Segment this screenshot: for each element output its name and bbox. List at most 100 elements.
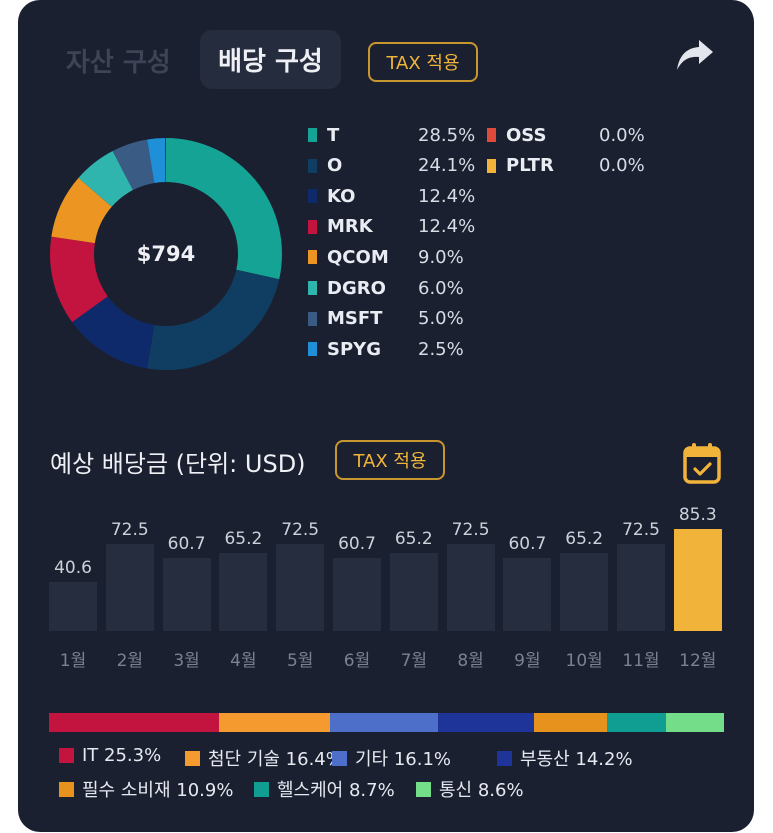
month-label: 8월 [457,651,484,671]
legend-ticker: MSFT [327,308,383,330]
legend-ticker: DGRO [327,277,386,299]
tax-apply-button[interactable]: TAX 적용 [368,42,478,82]
tab-dividend-composition[interactable]: 배당 구성 [200,30,341,89]
bar-10[interactable] [560,553,609,631]
monthly-dividend-bar-chart: 40.6 1월 72.5 2월 60.7 3월 65.2 4월 72.5 5월 60.7 6월 65.2… [18,0,754,680]
legend-ticker: KO [327,185,356,207]
legend-item-msft: MSFT 5.0% [308,307,464,331]
legend-ticker: MRK [327,216,373,238]
tab-asset-composition[interactable]: 자산 구성 [66,48,171,78]
legend-ticker: PLTR [506,155,554,177]
legend-percent: 2.5% [418,338,464,360]
sector-swatch [254,781,269,797]
legend-percent: 12.4% [418,185,476,207]
donut-slice-ko [72,296,155,369]
legend-item-qcom: QCOM 9.0% [308,245,464,269]
legend-item-ko: KO 12.4% [308,184,475,208]
legend-percent: 28.5% [418,124,476,146]
bar-5[interactable] [276,544,325,631]
dividend-donut-chart [50,138,282,370]
share-icon[interactable] [675,38,715,72]
bar-value-label: 72.5 [281,520,320,541]
month-label: 1월 [59,651,87,671]
donut-slice-o [147,269,280,370]
bar-9[interactable] [503,558,552,631]
bar-1[interactable] [49,582,97,631]
bar-value-label: 60.7 [167,534,206,555]
sector-label: 필수 소비재 10.9% [82,780,234,801]
sector-segment-필수 소비재 [534,713,608,732]
sector-segment-통신 [666,713,724,732]
legend-ticker: SPYG [327,338,381,360]
legend-item-pltr: PLTR 0.0% [487,154,645,178]
bar-6[interactable] [333,558,381,631]
legend-item-spyg: SPYG 2.5% [308,337,464,361]
donut-slice-spyg [147,138,166,183]
bar-3[interactable] [162,558,211,631]
sector-swatch [59,748,74,763]
legend-item-mrk: MRK 12.4% [308,215,475,239]
legend-percent: 0.0% [599,155,645,177]
sector-swatch [59,781,74,797]
legend-ticker: O [327,155,343,177]
month-label: 4월 [230,651,257,671]
sector-swatch [185,750,200,766]
bar-value-label: 65.2 [394,529,433,550]
sector-label: 기타 16.1% [355,749,452,770]
sector-legend-item: 첨단 기술 16.4% [185,745,343,771]
sector-segment-기타 [329,713,439,732]
sector-segment-헬스케어 [607,713,667,732]
bar-2[interactable] [105,544,154,631]
forecast-tax-apply-button[interactable]: TAX 적용 [335,440,445,480]
legend-item-dgro: DGRO 6.0% [308,276,464,300]
bar-value-label: 72.5 [451,520,490,541]
sector-swatch [332,750,347,766]
bar-7[interactable] [389,553,438,631]
donut-slice-qcom [51,177,112,244]
forecast-title: 예상 배당금 (단위: USD) [50,450,306,478]
donut-slice-dgro [78,150,133,207]
bar-value-label: 65.2 [565,529,604,550]
legend-ticker: T [327,124,340,146]
sector-segment-IT [49,713,220,732]
legend-percent: 24.1% [418,155,476,177]
bar-11[interactable] [617,544,665,631]
legend-percent: 5.0% [418,308,464,330]
bar-4[interactable] [219,553,268,631]
bar-value-label: 40.6 [54,558,92,579]
legend-swatch [308,189,317,204]
bar-value-label: 60.7 [508,534,547,555]
bar-value-label: 85.3 [678,505,717,525]
bar-value-label: 72.5 [110,520,149,541]
legend-swatch [308,128,317,142]
sector-label: 통신 8.6% [439,780,524,801]
calendar-check-icon[interactable] [683,442,721,484]
legend-item-o: O 24.1% [308,154,475,178]
legend-percent: 12.4% [418,216,476,238]
legend-swatch [308,250,317,265]
legend-swatch [308,281,317,295]
month-label: 11월 [622,651,660,671]
sector-legend-item: 부동산 14.2% [497,745,633,771]
donut-slice-msft [112,139,155,191]
sector-segment-첨단 기술 [219,713,330,732]
bar-8[interactable] [446,544,495,631]
month-label: 6월 [343,651,371,671]
legend-item-oss: OSS 0.0% [487,123,645,147]
month-label: 12월 [679,651,717,671]
legend-swatch [308,158,317,173]
month-label: 10월 [565,651,603,671]
legend-percent: 6.0% [418,277,464,299]
donut-slice-mrk [50,236,108,323]
bar-12[interactable] [673,529,722,631]
month-label: 7월 [400,651,428,671]
dividend-card: 자산 구성 배당 구성 TAX 적용 $794 T 28.5% O 24.1% KO 12… [18,0,754,832]
sector-label: 첨단 기술 16.4% [208,749,343,770]
sector-legend-item: 헬스케어 8.7% [254,776,395,802]
sector-legend-item: 통신 8.6% [416,776,524,802]
sector-legend-item: 필수 소비재 10.9% [59,776,233,802]
donut-center-total: $794 [136,242,196,266]
legend-swatch [487,128,496,142]
month-label: 9월 [514,651,541,671]
legend-ticker: QCOM [327,246,389,268]
